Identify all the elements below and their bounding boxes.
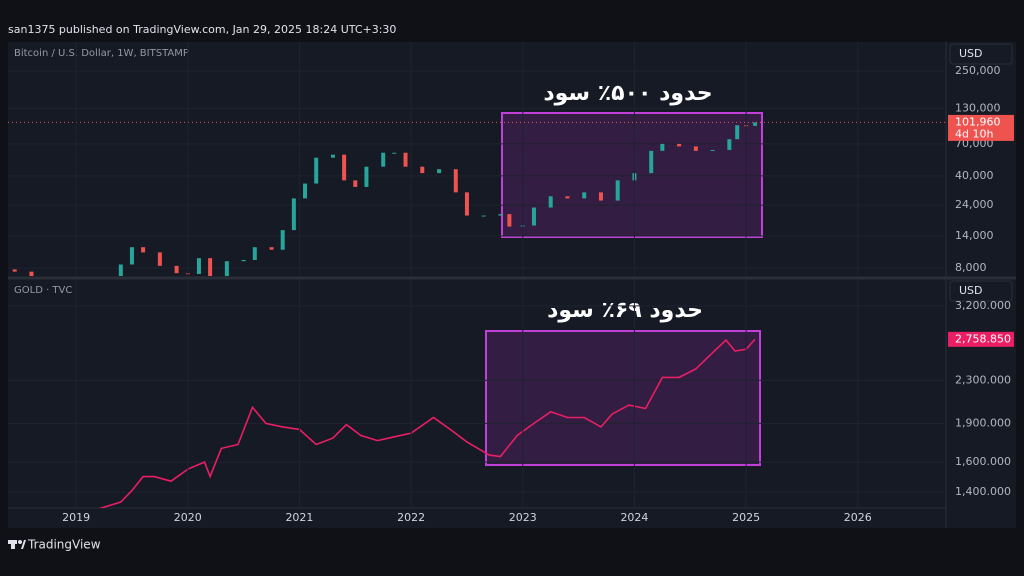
y-tick-label: 1,600.000 xyxy=(955,455,1011,468)
x-tick-label: 2019 xyxy=(62,511,90,524)
candle xyxy=(330,154,335,158)
y-tick-label: 14,000 xyxy=(955,229,994,242)
last-price-tag xyxy=(948,331,1014,347)
currency-label[interactable]: USD xyxy=(959,284,983,297)
candle xyxy=(241,259,246,262)
x-tick-label: 2025 xyxy=(732,511,760,524)
candle xyxy=(753,122,758,126)
candle xyxy=(548,196,553,208)
candle xyxy=(677,143,682,147)
candle xyxy=(710,149,715,151)
x-tick-label: 2024 xyxy=(620,511,648,524)
highlight-box xyxy=(501,112,763,238)
y-tick-label: 8,000 xyxy=(955,261,987,274)
pane xyxy=(8,70,946,276)
candle xyxy=(392,152,397,154)
candle xyxy=(157,252,162,266)
candle xyxy=(29,271,34,276)
y-tick-label: 40,000 xyxy=(955,169,994,182)
y-tick-label: 250,000 xyxy=(955,64,1001,77)
currency-button[interactable] xyxy=(949,280,1013,302)
y-tick-label: 3,200.000 xyxy=(955,299,1011,312)
candle xyxy=(252,247,257,260)
y-tick-label: 24,000 xyxy=(955,198,994,211)
highlight-box xyxy=(485,330,761,466)
candle xyxy=(598,192,603,201)
candle xyxy=(174,265,179,274)
candle xyxy=(141,247,146,253)
candle xyxy=(269,247,274,250)
annotation: حدود ۵۰۰٪ سود xyxy=(543,81,712,106)
candle xyxy=(303,183,308,199)
candle xyxy=(507,214,512,227)
last-price-tag xyxy=(948,114,1014,141)
candle xyxy=(118,264,123,276)
candle xyxy=(224,261,229,276)
candle xyxy=(437,169,442,174)
candle xyxy=(208,258,213,276)
x-tick-label: 2021 xyxy=(285,511,313,524)
last-price-label: 101,960 xyxy=(955,115,1001,128)
publish-info: san1375 published on TradingView.com, Ja… xyxy=(8,23,396,36)
pane-title: GOLD · TVC xyxy=(14,285,72,296)
x-tick-label: 2026 xyxy=(844,511,872,524)
y-tick-label: 2,300.000 xyxy=(955,373,1011,386)
candle xyxy=(649,150,654,174)
candle xyxy=(420,166,425,174)
candle xyxy=(453,169,458,193)
pane-title: Bitcoin / U.S. Dollar, 1W, BITSTAMP xyxy=(14,48,189,59)
y-tick-label: 130,000 xyxy=(955,102,1001,115)
candle xyxy=(381,152,386,167)
candle xyxy=(464,192,469,216)
candle xyxy=(660,143,665,151)
candle xyxy=(481,215,486,217)
logo xyxy=(8,540,26,549)
candle xyxy=(314,157,319,184)
candle xyxy=(196,258,201,274)
currency-button[interactable] xyxy=(949,43,1013,65)
currency-label[interactable]: USD xyxy=(959,47,983,60)
x-tick-label: 2023 xyxy=(509,511,537,524)
candle xyxy=(693,146,698,151)
candle xyxy=(12,269,17,272)
candle xyxy=(615,180,620,201)
annotation: حدود ۶۹٪ سود xyxy=(547,298,703,323)
x-tick-label: 2022 xyxy=(397,511,425,524)
candle xyxy=(403,152,408,167)
candle xyxy=(531,207,536,226)
candle xyxy=(129,247,134,265)
countdown-label: 4d 10h xyxy=(955,127,993,140)
x-tick-label: 2020 xyxy=(174,511,202,524)
last-price-label: 2,758.850 xyxy=(955,332,1011,345)
candle xyxy=(582,192,587,199)
candle xyxy=(498,214,503,216)
candle xyxy=(280,230,285,250)
candle xyxy=(342,154,347,181)
candle xyxy=(364,166,369,187)
candle xyxy=(291,198,296,231)
candle xyxy=(353,180,358,187)
chart-background xyxy=(8,42,1016,528)
candle xyxy=(565,196,570,199)
candle xyxy=(735,125,740,140)
candle xyxy=(727,139,732,150)
y-tick-label: 1,400.000 xyxy=(955,485,1011,498)
footer-brand: TradingView xyxy=(27,538,101,552)
y-tick-label: 1,900.000 xyxy=(955,416,1011,429)
